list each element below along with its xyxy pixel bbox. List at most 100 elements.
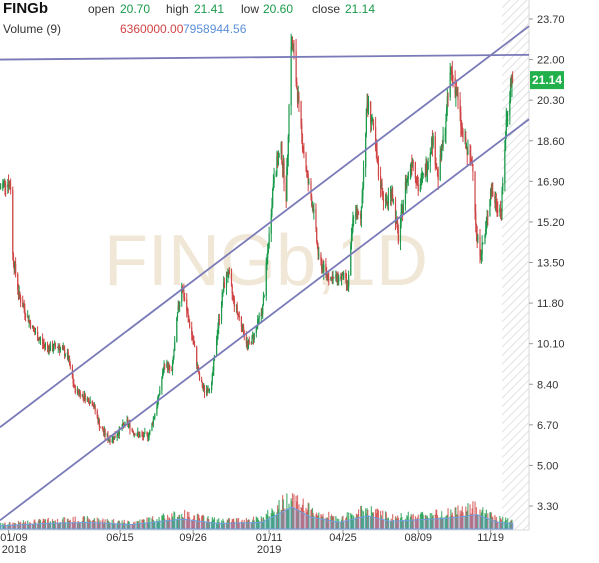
volume-bar [48,522,50,529]
volume-bar [126,523,128,529]
volume-bar [434,514,436,529]
x-tick-label: 01/11 [256,532,283,544]
volume-bar [504,521,506,529]
candle-body [327,274,329,280]
volume-bar [71,522,74,529]
candle-body [277,157,279,165]
candle-body [48,346,50,352]
volume-bar [42,521,44,529]
candle-body [282,163,284,168]
volume-bar [240,521,243,529]
candle-body [352,218,354,231]
candle-body [38,339,40,341]
volume-bar [14,523,16,529]
candle-body [350,235,353,245]
volume-bar [97,521,99,529]
candle-body [446,107,448,122]
candle-body [366,102,368,109]
candle-body [266,258,268,263]
candle-body [164,365,166,367]
volume-bar [291,493,294,529]
candle-body [297,95,299,103]
volume-bar [54,522,56,529]
volume-bar [440,518,442,529]
candle-body [51,344,54,351]
candle-body [131,429,133,431]
volume-bar [277,505,279,529]
candle-body [362,167,365,188]
candle-body [341,272,343,276]
candle-body [360,206,363,219]
candle-body [238,316,240,318]
volume-bar [491,517,493,529]
candle-body [292,49,294,50]
candle-body [147,433,149,438]
candle-body [179,301,181,307]
candle-body [465,146,468,149]
candle-body [29,322,32,328]
volume-bar [487,513,489,529]
candle-body [362,187,364,198]
candle-body [39,339,41,341]
volume-bar [76,522,78,529]
volume-bar [157,521,159,529]
candle-body [109,439,111,442]
high-value: 21.41 [194,2,224,16]
candle-body [343,273,345,280]
candle-body [242,325,244,332]
candle-body [171,368,173,371]
candle-body [475,224,478,235]
volume-bar [416,519,418,529]
volume-bar [277,509,279,529]
volume-bar [206,517,208,529]
volume-bar [15,523,17,529]
volume-bar [501,521,503,529]
volume-bar [456,514,458,529]
candle-body [34,331,36,334]
candle-body [133,433,135,435]
candle-body [19,291,21,298]
volume-bar [485,514,487,529]
candle-body [370,101,372,123]
trendline[interactable] [0,118,530,522]
volume-bar [161,515,163,529]
volume-bar [92,520,94,529]
y-tick-label: 11.80 [537,298,564,310]
candle-body [24,313,27,317]
trendline[interactable] [0,53,530,61]
candle-body [117,434,119,436]
candle-body [119,427,121,429]
candle-body [246,341,248,344]
volume-bar [340,522,342,529]
candle-body [78,392,81,395]
candle-body [317,246,319,256]
candle-body [485,222,487,230]
volume-bar [490,512,492,529]
candle-body [44,344,46,346]
candle-body [112,436,114,440]
volume-bar [178,514,180,529]
volume-bar [138,523,140,529]
volume-bar [287,509,289,529]
volume-bar [186,511,189,529]
trendline[interactable] [0,25,530,428]
volume-bar [22,523,24,529]
candle-body [307,174,309,184]
volume-bar [276,512,278,529]
volume-bar [431,513,433,529]
volume-bar [331,514,333,529]
volume-bar [137,521,140,529]
candle-body [442,135,444,148]
volume-bar [270,513,272,529]
candle-body [94,405,96,411]
volume-bar [311,507,314,529]
candle-body [32,325,34,328]
volume-bar [142,519,144,529]
candle-body [111,439,113,442]
candle-body [132,430,134,432]
volume-bar [129,524,131,529]
volume-bar [149,517,151,529]
candle-body [191,327,193,335]
